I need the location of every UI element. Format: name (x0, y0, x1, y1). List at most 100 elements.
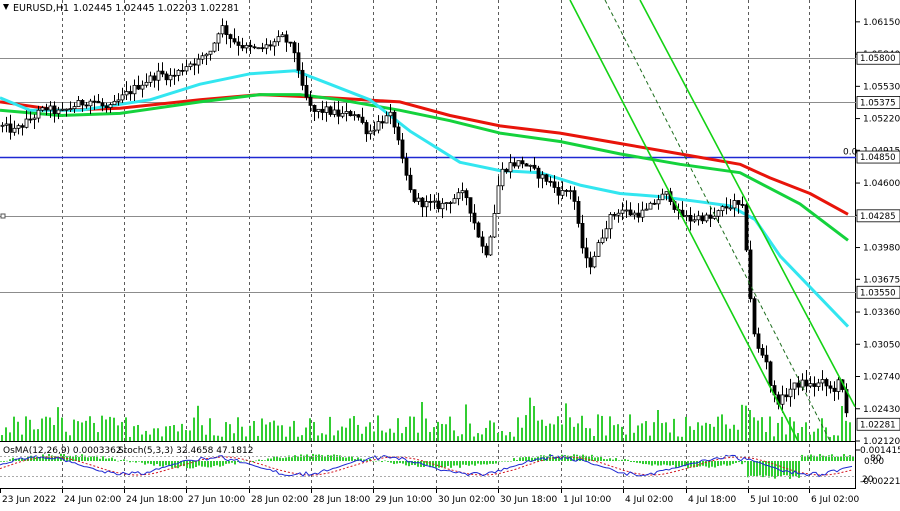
time-label: 28 Jun 18:00 (313, 495, 370, 505)
volume-bar (665, 422, 667, 441)
osma-bar (156, 461, 158, 465)
time-label: 29 Jun 10:00 (375, 495, 432, 505)
osma-bar (420, 461, 422, 467)
candle-body (320, 108, 325, 113)
candle-body (256, 47, 261, 50)
osma-bar (318, 454, 320, 461)
osma-bar (558, 456, 560, 461)
volume-bar (541, 419, 543, 441)
osma-bar (603, 458, 605, 461)
volume-bar (521, 427, 523, 441)
candle-body (560, 190, 565, 196)
osma-bar (702, 461, 704, 466)
osma-bar (498, 461, 500, 462)
candle-body (60, 108, 65, 111)
volume-bar (141, 434, 143, 441)
volume-bar (201, 425, 203, 441)
volume-bar (833, 435, 835, 441)
candle-body (236, 41, 241, 46)
candle-body (344, 111, 349, 114)
candle-body (204, 53, 209, 57)
price-tick-label: 1.03360 (863, 308, 900, 318)
candle-body (148, 75, 153, 83)
candle-body (596, 242, 601, 257)
volume-bar (269, 422, 271, 441)
candle-body (480, 236, 485, 247)
osma-bar (399, 461, 401, 464)
candle-body (228, 34, 233, 40)
candle-body (416, 197, 421, 202)
volume-bar (425, 418, 427, 441)
volume-bar (33, 429, 35, 441)
volume-bar (157, 428, 159, 441)
candle-body (456, 192, 461, 200)
candle-body (520, 160, 525, 165)
volume-bar (849, 422, 851, 441)
volume-bar (509, 431, 511, 441)
volume-bar (825, 427, 827, 441)
volume-bar (317, 435, 319, 441)
candle-body (540, 174, 545, 179)
osma-bar (294, 455, 296, 461)
osma-bar (339, 455, 341, 461)
indicator-header: OsMA(12,26,9) 0.0003362 Stoch(5,3,3) 32.… (3, 446, 253, 456)
osma-bar (303, 455, 305, 461)
volume-bar (189, 430, 191, 441)
volume-bar (717, 416, 719, 441)
trend-lines[interactable] (569, 0, 856, 442)
candle-body (76, 100, 81, 107)
candle-body (244, 44, 249, 49)
candle-body (192, 63, 197, 66)
volume-bar (153, 428, 155, 441)
osma-bar (483, 461, 485, 465)
volume-bar (577, 423, 579, 441)
candle-body (164, 73, 169, 81)
osma-bar (480, 461, 482, 465)
candle-body (404, 157, 409, 176)
volume-bar (629, 414, 631, 441)
osma-bar (57, 456, 59, 461)
volume-bar (757, 420, 759, 441)
osma-bar (828, 455, 830, 461)
osma-bar (771, 461, 773, 477)
volume-bar (533, 406, 535, 441)
osma-bar (63, 454, 65, 461)
candle-body (392, 111, 397, 128)
volume-bar (737, 429, 739, 441)
osma-bar (327, 454, 329, 461)
volume-bar (709, 423, 711, 441)
osma-bar (285, 457, 287, 461)
candle-body (432, 200, 437, 203)
osma-bar (777, 461, 779, 477)
volume-bar (821, 418, 823, 441)
candle-body (756, 333, 761, 349)
candle-body (428, 201, 433, 203)
time-label: 24 Jun 18:00 (126, 495, 183, 505)
candle-body (300, 69, 305, 86)
volume-bar (285, 436, 287, 441)
osma-bar (51, 455, 53, 461)
osma-bar (840, 456, 842, 461)
volume-bar (101, 415, 103, 441)
osma-bar (627, 459, 629, 461)
candle-body (664, 191, 669, 195)
osma-bar (357, 457, 359, 461)
volume-bar (413, 416, 415, 441)
osma-bar (237, 461, 239, 463)
osma-bar (657, 461, 659, 466)
candle-body (272, 41, 277, 47)
volume-bar (593, 436, 595, 441)
volume-bar (61, 417, 63, 441)
osma-bar (519, 457, 521, 461)
fib-level-label: 0.0 (843, 148, 858, 158)
osma-bar (336, 455, 338, 461)
candle-body (452, 198, 457, 204)
volume-bar (369, 422, 371, 441)
candle-body (584, 247, 589, 259)
osma-bar (849, 455, 851, 461)
candle-body (308, 96, 313, 106)
osma-bar (315, 454, 317, 461)
volume-bar (193, 417, 195, 441)
osma-bar (378, 460, 380, 462)
